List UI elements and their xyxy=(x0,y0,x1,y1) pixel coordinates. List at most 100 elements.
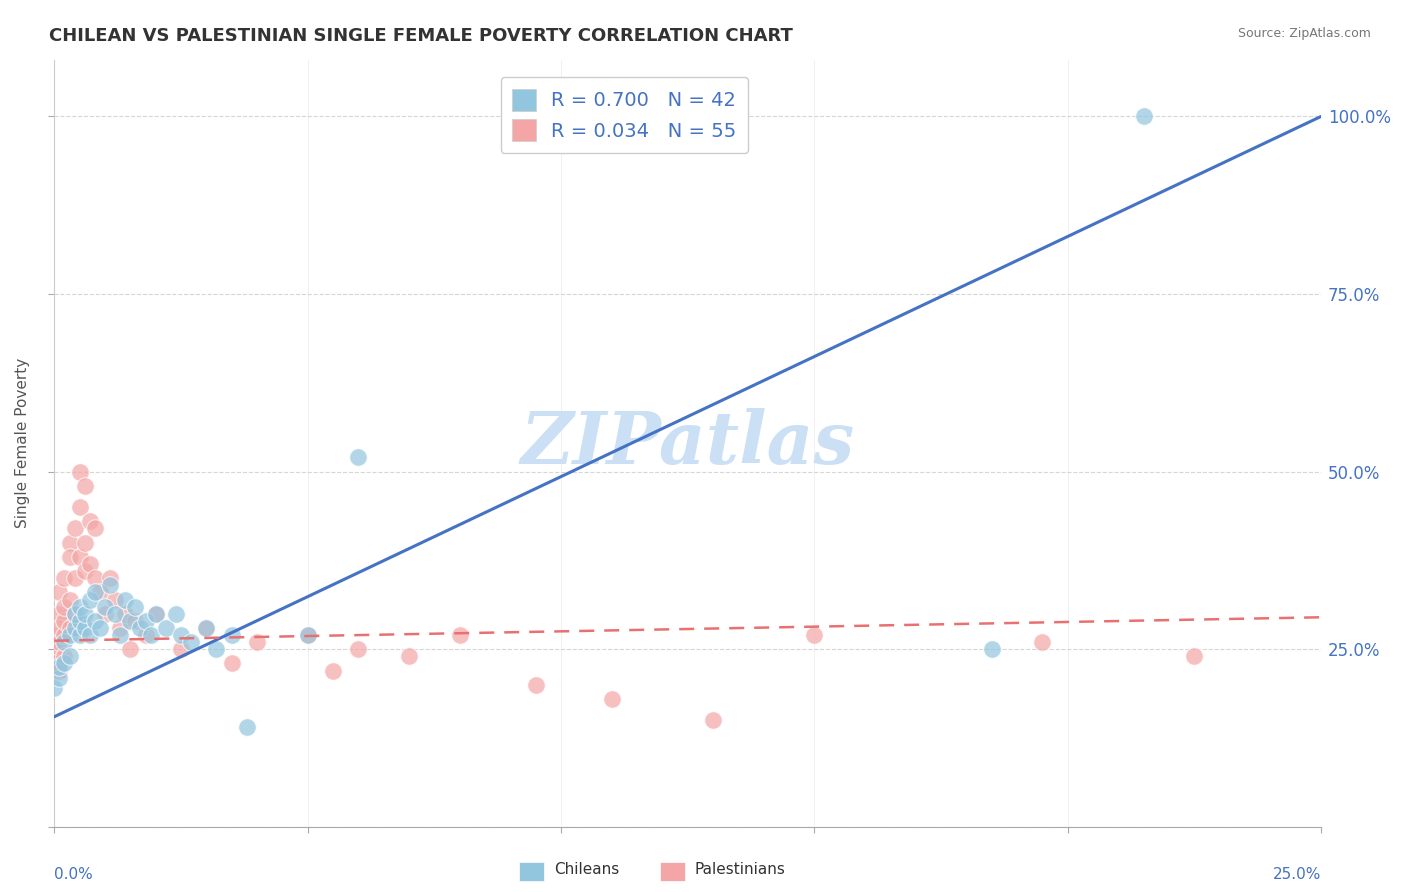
Point xyxy=(195,621,218,635)
Point xyxy=(89,621,111,635)
Point xyxy=(803,628,825,642)
Point xyxy=(53,571,76,585)
Point xyxy=(195,621,218,635)
Point xyxy=(221,628,243,642)
Point xyxy=(79,592,101,607)
Point xyxy=(79,557,101,571)
Point xyxy=(98,571,121,585)
Point xyxy=(48,660,70,674)
Point xyxy=(129,621,152,635)
Point xyxy=(73,607,96,621)
Point xyxy=(297,628,319,642)
Point xyxy=(83,614,105,628)
Point xyxy=(1132,110,1154,124)
Point xyxy=(104,607,127,621)
Point xyxy=(53,628,76,642)
Point xyxy=(155,621,177,635)
Point xyxy=(69,549,91,564)
Text: Source: ZipAtlas.com: Source: ZipAtlas.com xyxy=(1237,27,1371,40)
Point xyxy=(94,599,117,614)
Point xyxy=(134,614,156,628)
Point xyxy=(124,599,146,614)
Point xyxy=(48,671,70,685)
Point xyxy=(221,657,243,671)
Point xyxy=(48,635,70,649)
Text: ZIPatlas: ZIPatlas xyxy=(520,408,855,479)
Point xyxy=(73,621,96,635)
Point xyxy=(1031,635,1053,649)
Point xyxy=(44,642,66,657)
Point xyxy=(58,535,80,549)
Point xyxy=(58,628,80,642)
Point xyxy=(120,614,142,628)
Point xyxy=(63,521,86,535)
Point xyxy=(83,585,105,599)
Point xyxy=(114,607,136,621)
Point xyxy=(63,607,86,621)
Point xyxy=(69,500,91,515)
Text: 0.0%: 0.0% xyxy=(55,867,93,882)
Point xyxy=(322,664,344,678)
Point xyxy=(79,628,101,642)
Point xyxy=(69,614,91,628)
Point xyxy=(980,642,1002,657)
Point xyxy=(58,649,80,664)
Point xyxy=(702,713,724,727)
Text: Palestinians: Palestinians xyxy=(695,863,786,877)
Point xyxy=(180,635,202,649)
Point xyxy=(48,664,70,678)
Point xyxy=(108,621,131,635)
Point xyxy=(524,678,547,692)
Y-axis label: Single Female Poverty: Single Female Poverty xyxy=(15,358,30,528)
Point xyxy=(53,657,76,671)
Point xyxy=(63,607,86,621)
Point xyxy=(347,642,370,657)
Point xyxy=(79,514,101,528)
Point xyxy=(124,614,146,628)
Point xyxy=(89,585,111,599)
Point xyxy=(600,692,623,706)
Point xyxy=(104,592,127,607)
Point xyxy=(63,571,86,585)
Point xyxy=(94,607,117,621)
Point xyxy=(44,681,66,696)
Point xyxy=(145,607,167,621)
Point xyxy=(58,592,80,607)
Point xyxy=(53,635,76,649)
Point xyxy=(53,599,76,614)
Point xyxy=(83,571,105,585)
Text: CHILEAN VS PALESTINIAN SINGLE FEMALE POVERTY CORRELATION CHART: CHILEAN VS PALESTINIAN SINGLE FEMALE POV… xyxy=(49,27,793,45)
Point xyxy=(120,642,142,657)
Point xyxy=(69,599,91,614)
Point xyxy=(114,592,136,607)
Point xyxy=(73,564,96,578)
Point xyxy=(145,607,167,621)
Point xyxy=(48,621,70,635)
Text: Chileans: Chileans xyxy=(554,863,620,877)
Point xyxy=(236,720,259,734)
Point xyxy=(170,642,193,657)
Legend: R = 0.700   N = 42, R = 0.034   N = 55: R = 0.700 N = 42, R = 0.034 N = 55 xyxy=(501,77,748,153)
Point xyxy=(297,628,319,642)
Point xyxy=(449,628,471,642)
Point xyxy=(170,628,193,642)
Point xyxy=(48,607,70,621)
Point xyxy=(398,649,420,664)
Text: 25.0%: 25.0% xyxy=(1272,867,1322,882)
Point xyxy=(63,621,86,635)
Point xyxy=(44,628,66,642)
Point xyxy=(98,578,121,592)
Point xyxy=(83,521,105,535)
Point xyxy=(1182,649,1205,664)
Point xyxy=(73,535,96,549)
Point xyxy=(58,621,80,635)
Point xyxy=(69,628,91,642)
Point xyxy=(347,450,370,465)
Point xyxy=(139,628,162,642)
Point xyxy=(58,549,80,564)
Point xyxy=(48,585,70,599)
Point xyxy=(53,649,76,664)
Point xyxy=(165,607,187,621)
Point xyxy=(134,628,156,642)
Point xyxy=(53,614,76,628)
